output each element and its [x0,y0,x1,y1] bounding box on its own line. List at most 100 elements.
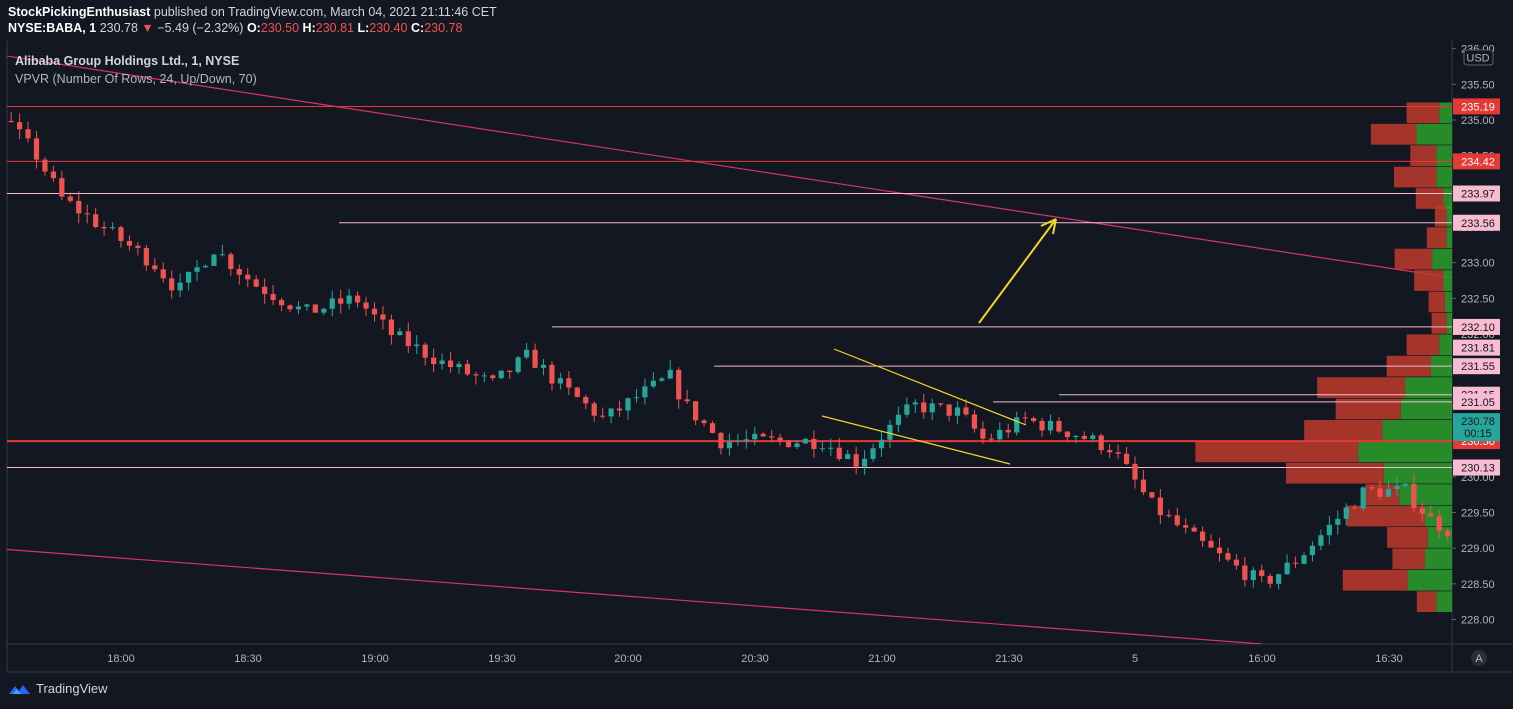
candle [633,389,640,403]
price-tag-232.10[interactable]: 232.10 [1453,318,1500,335]
price-tag-231.05[interactable]: 231.05 [1453,393,1500,410]
candle [118,225,124,248]
candle-body [1098,435,1104,451]
candle-body [1394,485,1400,490]
candle-body [870,448,876,459]
candle [819,440,825,453]
candle-body [109,227,116,229]
candle-body [954,407,961,416]
candle-body [1216,547,1223,554]
candle [794,439,800,450]
candle [490,374,496,382]
candle [591,401,597,422]
candle-body [1301,555,1307,564]
price-tag-231.81[interactable]: 231.81 [1453,339,1500,356]
candle-body [186,271,192,283]
candle-body [515,357,521,373]
candle [1115,444,1121,459]
volume-profile-row [1387,527,1452,548]
candle [1242,556,1248,587]
vp-up-bar [1443,270,1452,291]
candle [1157,489,1163,525]
symbol-label: NYSE:BABA, 1 [8,21,97,35]
trend-line-upper[interactable] [0,55,1460,279]
wedge-lower-line[interactable] [821,415,1011,465]
candle-body [591,403,597,416]
candle-body [177,282,183,291]
candle-body [278,300,285,306]
price-tag-230.13[interactable]: 230.13 [1453,459,1500,476]
publisher-name[interactable]: StockPickingEnthusiast [8,5,151,19]
target-arrow[interactable] [978,218,1057,324]
candle [929,398,935,421]
candle-body [735,440,741,442]
candle [1436,510,1442,539]
volume-profile-row [1195,441,1452,463]
candle-body [42,159,48,172]
candle-body [1166,515,1172,517]
brand-name[interactable]: TradingView [36,681,108,696]
candle-body [1292,562,1299,564]
candle-body [270,294,276,301]
candle-body [794,443,800,448]
publish-info: published on TradingView.com, March 04, … [153,5,497,19]
candle [1022,411,1028,425]
currency-badge[interactable]: USD [1463,49,1494,66]
price-tag-235.19[interactable]: 235.19 [1453,98,1500,115]
candle-body [1157,497,1163,516]
candle-body [608,408,614,417]
price-tag-233.56[interactable]: 233.56 [1453,214,1500,231]
candle [1014,411,1020,436]
candle [760,432,766,438]
vp-up-bar [1416,123,1452,145]
vp-down-bar [1426,227,1447,249]
last-price-text: 230.78 [1461,416,1495,428]
candle [988,433,994,442]
price-tag-231.55[interactable]: 231.55 [1453,358,1500,375]
price-tag-231.55-bg [1453,358,1500,375]
candle [1005,423,1011,438]
candle-body [1428,513,1434,517]
auto-scale-label: A [1475,653,1483,665]
candle-body [938,403,944,405]
price-tag-233.97[interactable]: 233.97 [1453,185,1500,202]
candle [67,192,73,203]
price-tag-234.42[interactable]: 234.42 [1453,153,1500,170]
candle [1233,553,1239,570]
vp-down-bar [1415,188,1444,209]
candle [616,400,623,418]
candle-body [802,438,809,444]
candle-body [971,414,978,429]
candle-body [718,432,724,449]
candle-body [363,302,369,309]
candle [938,402,944,407]
y-tick-label: 232.50 [1461,293,1495,305]
candle-body [1047,420,1054,431]
vp-down-bar [1195,441,1359,463]
candle-body [8,121,14,123]
trend-line-lower[interactable] [0,548,1263,644]
candle [574,386,580,398]
candle-body [1123,453,1130,464]
candle [1098,433,1104,455]
candle [228,252,234,276]
candle [371,302,378,322]
candle-body [642,386,648,398]
indicator-title[interactable]: VPVR (Number Of Rows, 24, Up/Down, 70) [15,72,257,86]
candle [895,406,901,433]
price-tag-233.56-text: 233.56 [1461,218,1495,230]
tradingview-logo-icon [9,684,30,694]
auto-scale-button[interactable]: A [1471,650,1487,666]
open-value: 230.50 [260,21,300,35]
series-title[interactable]: Alibaba Group Holdings Ltd., 1, NYSE [15,54,240,68]
candle [1267,573,1273,589]
wedge-upper-line[interactable] [833,348,1027,426]
candle-body [557,378,563,384]
candle-body [194,267,200,272]
candle-body [1385,489,1392,497]
candle [980,421,986,444]
candle [143,244,149,271]
y-tick-label: 235.50 [1461,79,1495,91]
